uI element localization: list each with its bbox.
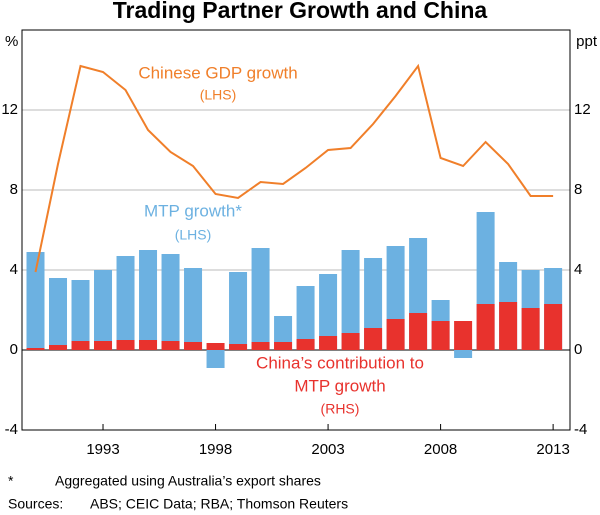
y-tick-label: 12 bbox=[1, 101, 18, 118]
x-tick-label: 1998 bbox=[199, 441, 232, 458]
bar bbox=[274, 342, 293, 350]
annotation: MTP growth bbox=[294, 376, 385, 395]
bar bbox=[206, 343, 225, 350]
bar bbox=[454, 350, 473, 358]
bar bbox=[94, 341, 113, 350]
bar bbox=[409, 313, 428, 350]
x-tick-label: 2008 bbox=[424, 441, 457, 458]
annotation: Chinese GDP growth bbox=[138, 63, 297, 82]
y-tick-label: 4 bbox=[10, 261, 18, 278]
bar bbox=[161, 341, 180, 350]
annotation: MTP growth* bbox=[144, 201, 242, 220]
footnote: Sources: bbox=[8, 496, 63, 512]
y2-tick-label: 8 bbox=[574, 181, 582, 198]
x-tick-label: 1993 bbox=[86, 441, 119, 458]
footnote: * bbox=[8, 473, 14, 489]
x-tick-label: 2003 bbox=[311, 441, 344, 458]
bar bbox=[251, 248, 270, 350]
bar bbox=[26, 252, 45, 350]
bar bbox=[184, 342, 203, 350]
bar bbox=[454, 321, 473, 350]
bar bbox=[521, 308, 540, 350]
y2-tick-label: 0 bbox=[574, 341, 582, 358]
bar bbox=[139, 340, 158, 350]
bar bbox=[364, 258, 383, 350]
annotation: China’s contribution to bbox=[256, 353, 424, 372]
bar bbox=[229, 344, 248, 350]
y-tick-label: 8 bbox=[10, 181, 18, 198]
bar bbox=[296, 286, 315, 350]
y-unit: % bbox=[5, 33, 18, 50]
bar bbox=[71, 341, 90, 350]
annotation: (RHS) bbox=[321, 401, 360, 417]
bar bbox=[26, 348, 45, 350]
plot-frame bbox=[21, 29, 571, 431]
footnote: ABS; CEIC Data; RBA; Thomson Reuters bbox=[90, 496, 348, 512]
bar bbox=[139, 250, 158, 350]
annotation: (LHS) bbox=[175, 227, 212, 243]
bar bbox=[341, 333, 360, 350]
bar bbox=[386, 319, 405, 350]
bar bbox=[431, 321, 450, 350]
y2-tick-label: 4 bbox=[574, 261, 582, 278]
line bbox=[34, 63, 554, 273]
bar bbox=[206, 350, 225, 368]
bar bbox=[544, 304, 563, 350]
bar bbox=[49, 345, 68, 350]
y-tick-label: -4 bbox=[5, 421, 18, 438]
annotation: (LHS) bbox=[200, 87, 237, 103]
bar bbox=[274, 316, 293, 350]
bar bbox=[476, 304, 495, 350]
bar bbox=[184, 268, 203, 350]
bar bbox=[49, 278, 68, 350]
y2-tick-label: -4 bbox=[574, 421, 587, 438]
footnote: Aggregated using Australia’s export shar… bbox=[55, 473, 321, 489]
bar bbox=[94, 270, 113, 350]
chart-title: Trading Partner Growth and China bbox=[113, 0, 488, 23]
bar bbox=[319, 274, 338, 350]
bar bbox=[296, 339, 315, 350]
bar bbox=[161, 254, 180, 350]
bar bbox=[341, 250, 360, 350]
y2-tick-label: 12 bbox=[574, 101, 591, 118]
bar bbox=[364, 328, 383, 350]
bar bbox=[116, 256, 135, 350]
x-tick-label: 2013 bbox=[536, 441, 569, 458]
y-tick-label: 0 bbox=[10, 341, 18, 358]
y2-unit: ppt bbox=[576, 33, 598, 50]
bar bbox=[251, 342, 270, 350]
bar bbox=[229, 272, 248, 350]
bar bbox=[319, 336, 338, 350]
bar bbox=[116, 340, 135, 350]
bar bbox=[71, 280, 90, 350]
bar bbox=[499, 302, 518, 350]
